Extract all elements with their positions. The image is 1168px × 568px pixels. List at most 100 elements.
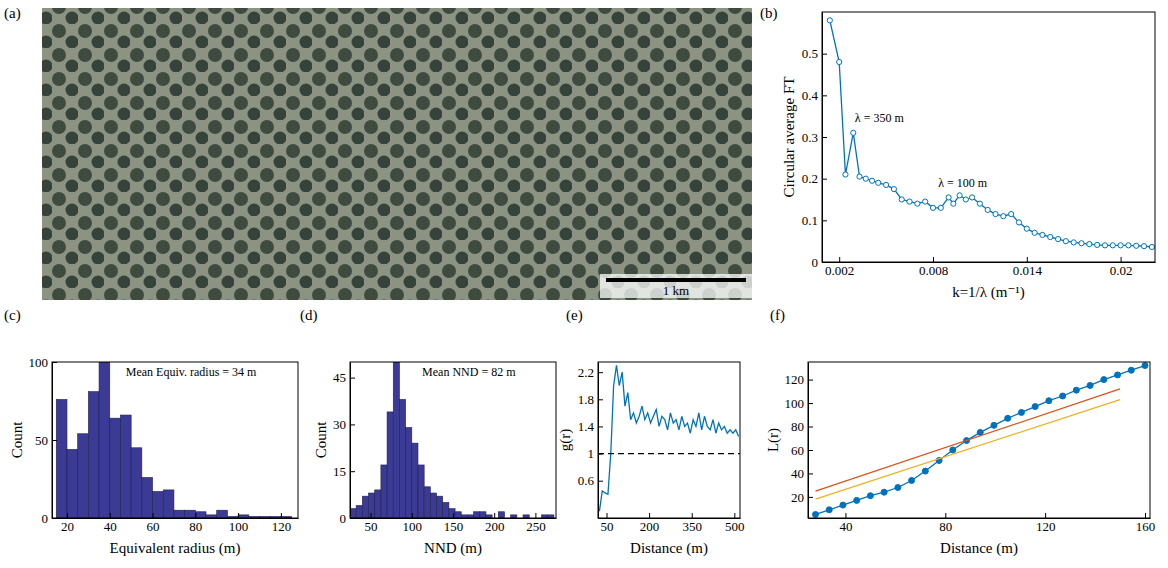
y-axis: 050100 — [29, 355, 58, 526]
tick: 15 — [333, 464, 355, 479]
tick: 40 — [839, 513, 852, 534]
axis-line — [809, 518, 1151, 519]
y-axis-title: g(r) — [557, 429, 574, 452]
tick: 30 — [333, 417, 355, 432]
data-point — [1055, 236, 1060, 241]
tick: 40 — [104, 513, 117, 534]
tick-label: 0.3 — [802, 130, 818, 145]
data-point — [1073, 387, 1079, 393]
scale-bar — [606, 278, 746, 282]
tick: 50 — [365, 513, 378, 534]
plot-area — [350, 362, 554, 518]
histogram-bar — [381, 465, 387, 518]
tick-mark — [52, 518, 57, 519]
data-point — [1115, 372, 1121, 378]
data-point — [895, 485, 901, 491]
tick-label: 100 — [29, 355, 49, 370]
histogram-bar — [387, 412, 393, 518]
tick-label: 45 — [333, 370, 346, 385]
histogram-bar — [120, 415, 131, 518]
tick-mark — [845, 513, 846, 518]
data-point — [930, 205, 935, 210]
plot-frame — [598, 362, 740, 518]
annotation: Mean Equiv. radius = 34 m — [126, 365, 257, 379]
data-point — [827, 18, 832, 23]
y-axis: 0153045 — [333, 363, 355, 526]
histogram-bar — [443, 502, 449, 518]
data-point — [969, 195, 974, 200]
histogram-bar — [110, 418, 121, 518]
tick: 2.2 — [578, 365, 603, 380]
tick-mark — [822, 137, 827, 138]
tick-mark — [607, 513, 608, 518]
tick-label: 0.1 — [802, 213, 818, 228]
data-point — [1001, 214, 1006, 219]
annotation: Mean NND = 82 m — [422, 365, 516, 379]
tick-label: 1.8 — [578, 392, 594, 407]
data-point — [851, 130, 856, 135]
tick-mark — [649, 513, 650, 518]
data-point — [869, 178, 874, 183]
data-point — [876, 180, 881, 185]
tick-mark — [67, 513, 68, 518]
tick-label: 50 — [601, 519, 614, 534]
data-point — [1060, 393, 1066, 399]
tick-mark — [808, 450, 813, 451]
panel-label: (d) — [300, 307, 318, 324]
tick: 250 — [526, 513, 546, 534]
tick-mark — [598, 481, 603, 482]
histogram-bar — [78, 434, 89, 518]
tick: 0.5 — [802, 46, 827, 61]
axis-line — [823, 262, 1156, 263]
y-axis: 00.10.20.30.40.5 — [802, 13, 827, 270]
tick-label: 0.6 — [578, 473, 595, 488]
data-point — [957, 193, 962, 198]
histogram-bar — [375, 490, 381, 518]
y-axis-title: Circular average FT — [781, 77, 797, 198]
axis-line — [53, 518, 299, 519]
tick: 0.02 — [1110, 257, 1133, 278]
data-point — [1128, 367, 1134, 373]
data-line — [599, 365, 738, 511]
tick-mark — [535, 513, 536, 518]
tick: 50 — [35, 433, 57, 448]
tick-label: 160 — [1136, 519, 1156, 534]
data-point — [883, 182, 888, 187]
tick-mark — [1121, 257, 1122, 262]
tick-mark — [808, 497, 813, 498]
tick-mark — [598, 399, 603, 400]
tick: 1.4 — [578, 419, 603, 434]
data-point — [867, 493, 873, 499]
tick-label: 0 — [812, 255, 819, 270]
histogram-bar — [195, 512, 206, 518]
histogram-bar — [449, 509, 455, 518]
data-line — [815, 400, 1120, 500]
histogram-bar — [474, 512, 480, 518]
tick-mark — [598, 454, 603, 455]
data-point — [909, 477, 915, 483]
tick-label: 350 — [682, 519, 702, 534]
tick-mark — [412, 513, 413, 518]
tick-mark — [350, 378, 355, 379]
tick-mark — [808, 403, 813, 404]
data-point — [863, 176, 868, 181]
tick: 100 — [785, 396, 814, 411]
tick-label: 120 — [785, 372, 805, 387]
tick-label: 120 — [272, 519, 292, 534]
plot-frame — [808, 362, 1150, 518]
tick-mark — [1045, 513, 1046, 518]
tick: 0 — [812, 255, 828, 270]
histogram-bar — [498, 512, 504, 518]
data-point — [977, 201, 982, 206]
tick: 0.2 — [802, 171, 827, 186]
axis-line — [350, 363, 351, 519]
tick-label: 100 — [403, 519, 423, 534]
plot-area — [56, 362, 291, 518]
tick: 100 — [229, 513, 249, 534]
tick: 20 — [61, 513, 74, 534]
x-axis-title: Distance (m) — [630, 540, 708, 557]
tick-label: 1 — [588, 446, 595, 461]
data-point — [946, 195, 951, 200]
data-point — [1009, 211, 1014, 216]
data-point — [993, 211, 998, 216]
